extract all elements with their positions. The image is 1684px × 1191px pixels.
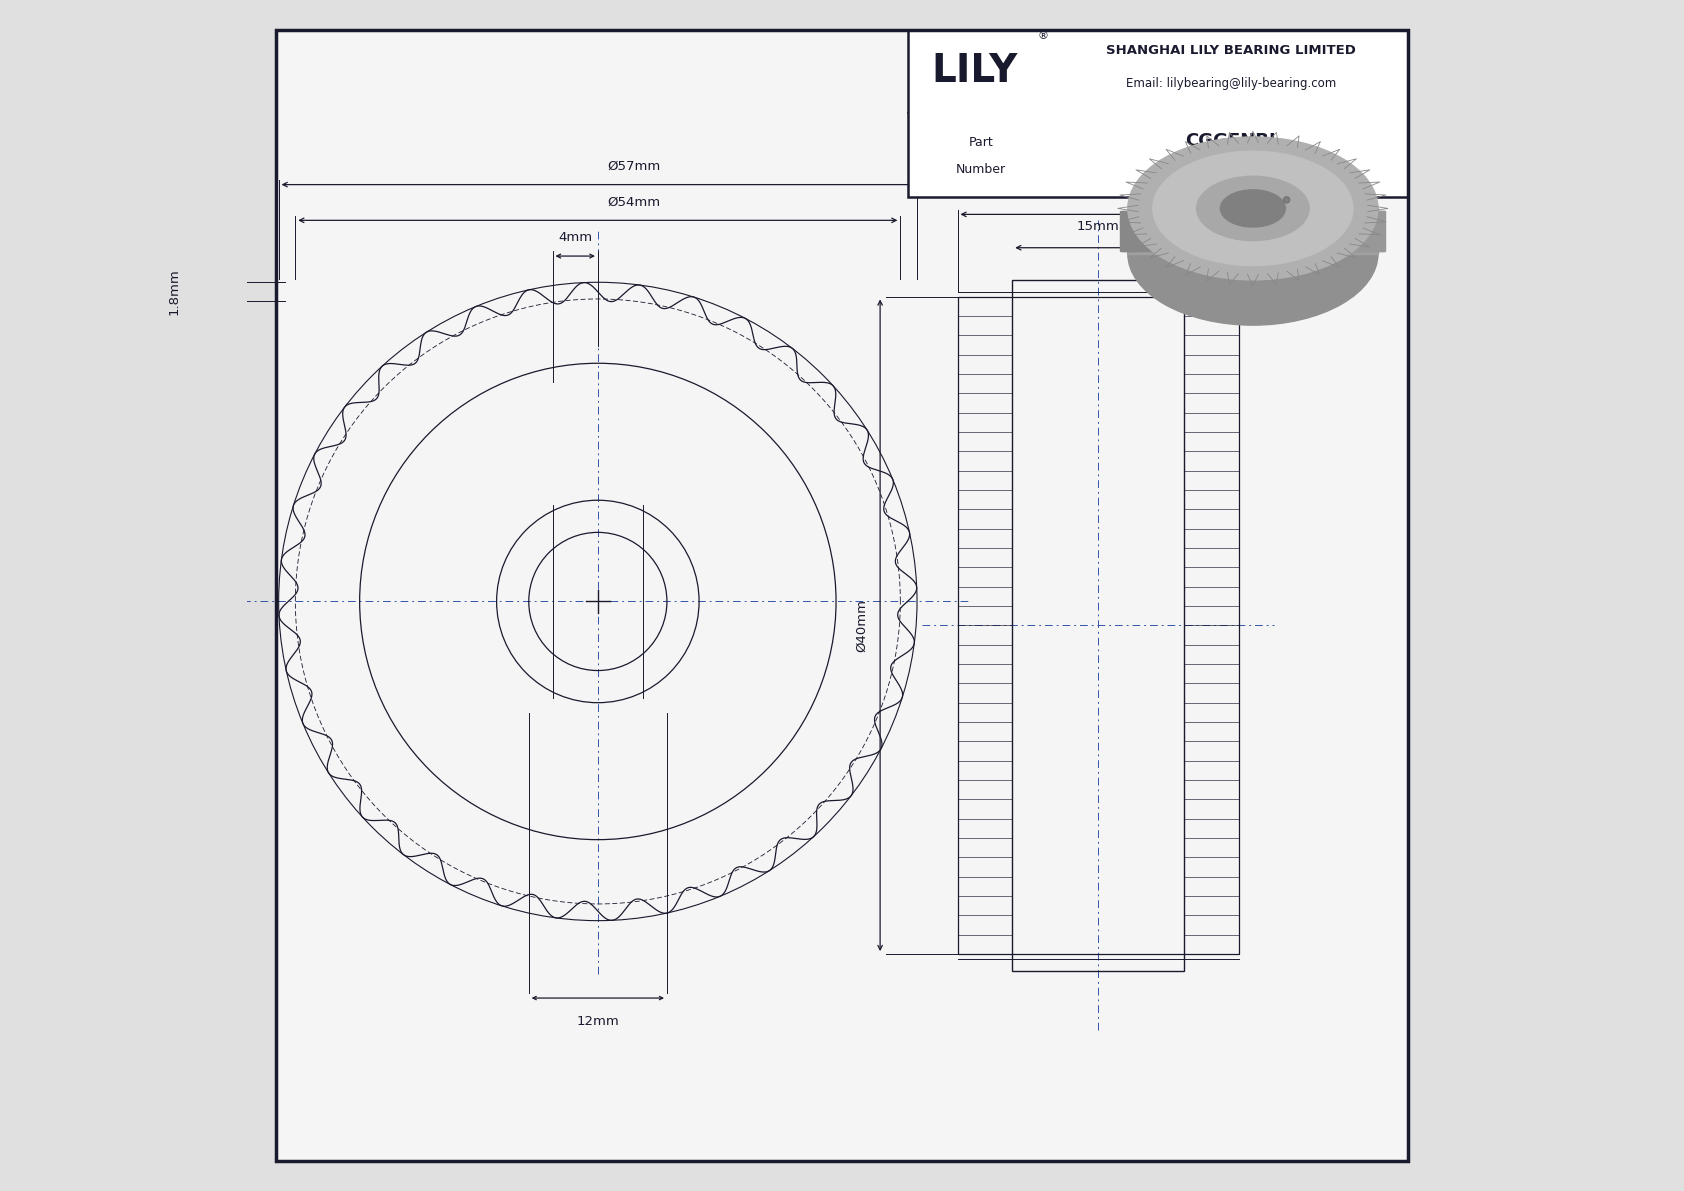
Text: SHANGHAI LILY BEARING LIMITED: SHANGHAI LILY BEARING LIMITED [1106, 44, 1356, 56]
Text: 25mm: 25mm [1076, 187, 1120, 200]
Bar [1012, 297, 1184, 954]
Bar [1137, 211, 1152, 251]
Text: Ø57mm: Ø57mm [606, 160, 660, 173]
Bar [1182, 211, 1197, 251]
Text: Email: lilybearing@lily-bearing.com: Email: lilybearing@lily-bearing.com [1125, 77, 1335, 89]
Bar [1371, 211, 1386, 251]
Bar [958, 297, 1239, 954]
Ellipse shape [1154, 151, 1352, 266]
Circle shape [1283, 197, 1290, 202]
Bar [1012, 280, 1184, 971]
Text: LILY: LILY [931, 52, 1017, 91]
Bar [1150, 211, 1165, 251]
Bar [1122, 211, 1137, 251]
Text: Ø54mm: Ø54mm [606, 195, 660, 208]
Text: 1.8mm: 1.8mm [168, 268, 180, 316]
Text: Ø40mm: Ø40mm [855, 599, 869, 651]
Ellipse shape [1197, 176, 1308, 241]
Text: Number: Number [957, 163, 1005, 175]
Ellipse shape [1128, 137, 1378, 280]
Bar [1128, 211, 1143, 251]
Bar [1354, 211, 1369, 251]
Polygon shape [1128, 208, 1378, 254]
Text: 12mm: 12mm [576, 1015, 620, 1028]
Text: ®: ® [1037, 31, 1047, 40]
Text: Part: Part [968, 137, 994, 149]
Text: CGGENBJ: CGGENBJ [1186, 131, 1276, 150]
Bar [1288, 211, 1303, 251]
Bar [1224, 211, 1239, 251]
Bar [1362, 211, 1378, 251]
Bar [1325, 211, 1340, 251]
Ellipse shape [1128, 182, 1378, 325]
Text: 15mm: 15mm [1076, 220, 1120, 233]
Ellipse shape [1221, 189, 1285, 227]
Bar [1266, 211, 1282, 251]
Text: Gears: Gears [1212, 163, 1250, 175]
Bar [1246, 211, 1260, 251]
Bar [1165, 211, 1180, 251]
Bar [1202, 211, 1218, 251]
Bar [1369, 211, 1384, 251]
Text: 4mm: 4mm [557, 231, 593, 244]
Bar [908, 30, 1408, 197]
Bar [1308, 211, 1324, 251]
Bar [1340, 211, 1356, 251]
Bar [1120, 211, 1135, 251]
